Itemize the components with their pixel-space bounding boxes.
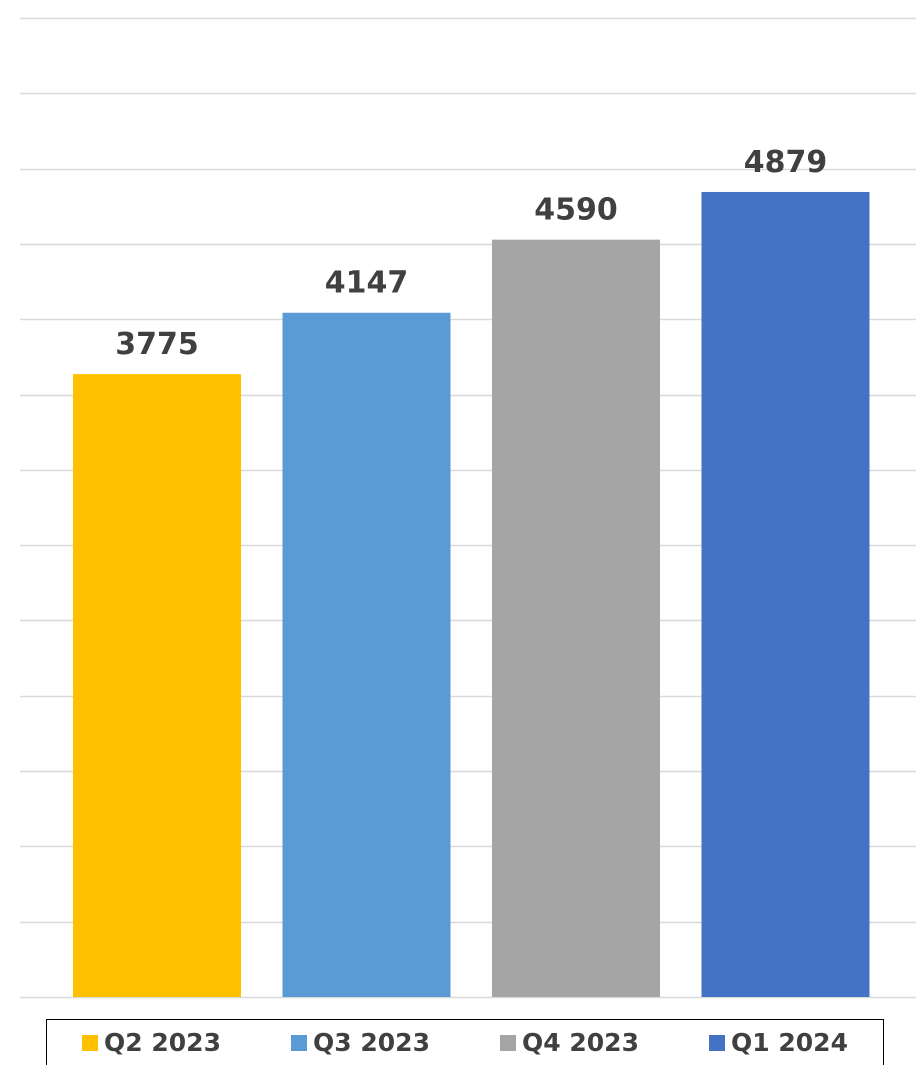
bars [73,191,870,998]
legend-label: Q4 2023 [522,1028,639,1057]
legend-item-q1-2024: Q1 2024 [709,1028,848,1057]
legend-swatch [709,1034,726,1051]
bar-q2-2023 [73,374,241,997]
data-label: 4147 [325,266,409,301]
legend-label: Q3 2023 [313,1028,430,1057]
legend-label: Q2 2023 [104,1028,221,1057]
legend-swatch [82,1034,99,1051]
legend-item-q4-2023: Q4 2023 [500,1028,639,1057]
data-label: 4590 [534,193,618,228]
legend-item-q2-2023: Q2 2023 [82,1028,221,1057]
bar-q1-2024 [701,191,870,998]
data-label: 3775 [115,327,199,362]
data-label: 4879 [744,145,828,180]
legend-item-q3-2023: Q3 2023 [291,1028,430,1057]
legend-swatch [291,1034,308,1051]
data-labels: 3775 4147 4590 4879 [115,145,827,362]
bar-q4-2023 [492,239,660,997]
legend-label: Q1 2024 [731,1028,848,1057]
bar-q3-2023 [282,312,451,997]
legend-swatch [500,1034,517,1051]
legend: Q2 2023 Q3 2023 Q4 2023 Q1 2024 [46,1019,884,1065]
bar-chart: 3775 4147 4590 4879 [20,17,916,999]
